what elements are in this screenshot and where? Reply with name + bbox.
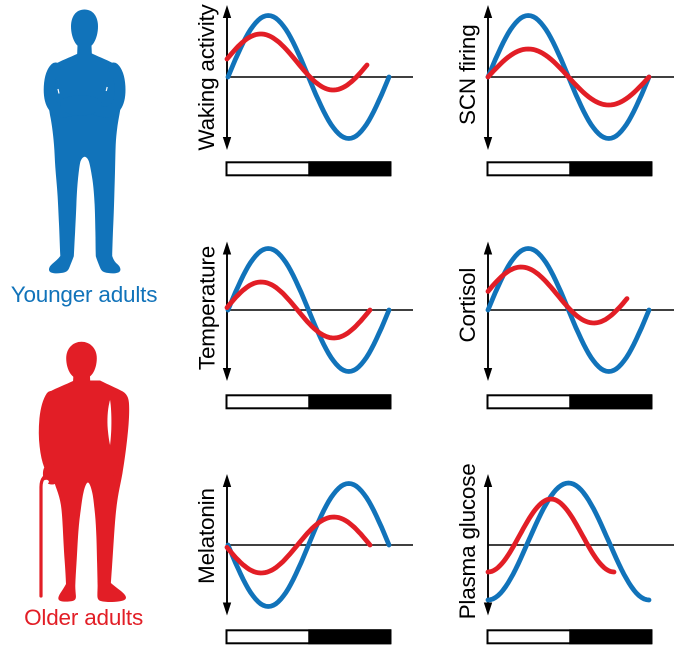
svg-text:SCN firing: SCN firing (455, 24, 480, 125)
svg-text:Plasma glucose: Plasma glucose (455, 463, 480, 619)
svg-text:Older adults: Older adults (24, 605, 143, 630)
svg-text:Cortisol: Cortisol (455, 268, 480, 343)
svg-text:Temperature: Temperature (195, 246, 220, 370)
svg-text:Waking activity: Waking activity (194, 3, 219, 150)
svg-text:Younger adults: Younger adults (11, 282, 158, 307)
svg-text:Melatonin: Melatonin (194, 488, 219, 584)
